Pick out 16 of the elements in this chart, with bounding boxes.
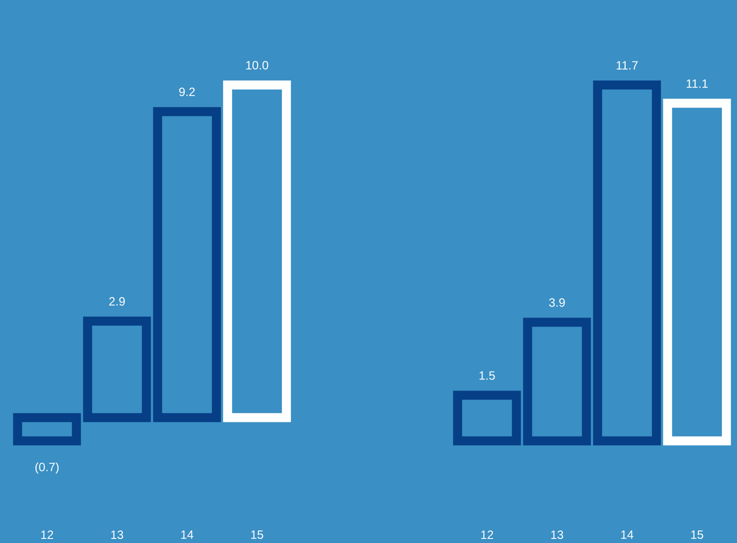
x-tick-label: 15 [251,530,264,539]
x-tick-label: 13 [551,530,564,540]
x-tick-label: 13 [111,530,124,540]
x-tick-label: 12 [481,530,494,539]
data-label: 11.1 [686,79,708,88]
x-tick-label: 12 [41,530,54,539]
x-tick-label: 14 [181,530,194,539]
data-label: (0.7) [35,462,59,474]
x-tick-label: 14 [621,530,634,539]
data-label: 10.0 [246,60,268,70]
x-tick-label: 15 [691,530,704,539]
data-label: 9.2 [179,88,195,96]
data-label: 1.5 [480,371,495,380]
data-label: 2.9 [109,297,125,306]
data-label: 3.9 [549,298,565,307]
data-label: 11.7 [616,61,638,70]
